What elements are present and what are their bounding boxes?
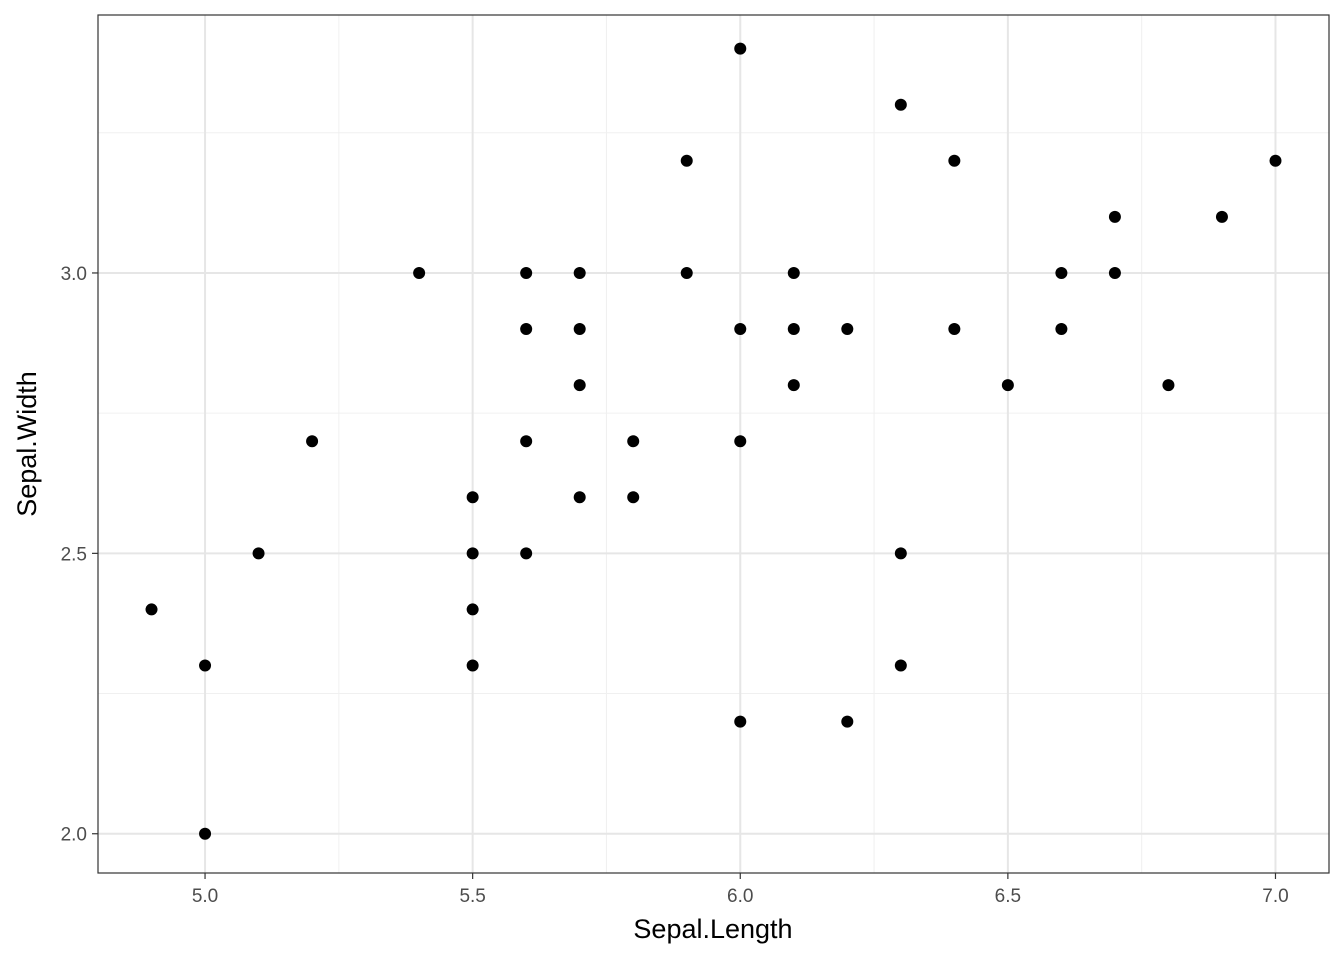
data-point [841,715,854,728]
data-point [520,266,533,279]
x-tick-label: 7.0 [1262,886,1288,907]
data-point [520,547,533,560]
y-axis: 2.0 2.5 3.0 [61,264,98,846]
data-point [627,435,640,448]
data-point [841,323,854,336]
data-point [1055,323,1068,336]
data-point [466,547,479,560]
data-point [1001,379,1014,392]
x-tick-label: 6.0 [727,886,753,907]
data-point [894,659,907,672]
data-point [252,547,265,560]
data-point [680,154,693,167]
data-point [413,266,426,279]
x-tick-label: 6.5 [995,886,1021,907]
data-point [734,323,747,336]
data-point [520,323,533,336]
data-point [894,547,907,560]
data-point [573,323,586,336]
data-point [787,379,800,392]
data-point [1055,266,1068,279]
data-points [145,42,1282,840]
x-tick-label: 5.0 [192,886,218,907]
y-tick-label: 2.5 [61,544,87,565]
data-point [680,266,693,279]
data-point [734,435,747,448]
data-point [466,491,479,504]
data-point [466,603,479,616]
data-point [894,98,907,111]
grid-lines [98,15,1329,873]
data-point [145,603,158,616]
data-point [734,715,747,728]
data-point [1108,210,1121,223]
data-point [573,491,586,504]
data-point [1108,266,1121,279]
y-axis-title: Sepal.Width [12,371,42,517]
data-point [787,323,800,336]
data-point [520,435,533,448]
data-point [573,266,586,279]
data-point [1215,210,1228,223]
data-point [948,154,961,167]
data-point [199,659,212,672]
x-tick-label: 5.5 [459,886,485,907]
x-axis: 5.0 5.5 6.0 6.5 7.0 [192,873,1289,907]
data-point [1162,379,1175,392]
data-point [734,42,747,55]
y-tick-label: 2.0 [61,825,87,846]
data-point [306,435,319,448]
data-point [787,266,800,279]
data-point [573,379,586,392]
y-tick-label: 3.0 [61,264,87,285]
data-point [627,491,640,504]
x-axis-title: Sepal.Length [633,914,792,944]
data-point [199,827,212,840]
panel-border [97,14,1330,874]
data-point [1269,154,1282,167]
data-point [948,323,961,336]
data-point [466,659,479,672]
